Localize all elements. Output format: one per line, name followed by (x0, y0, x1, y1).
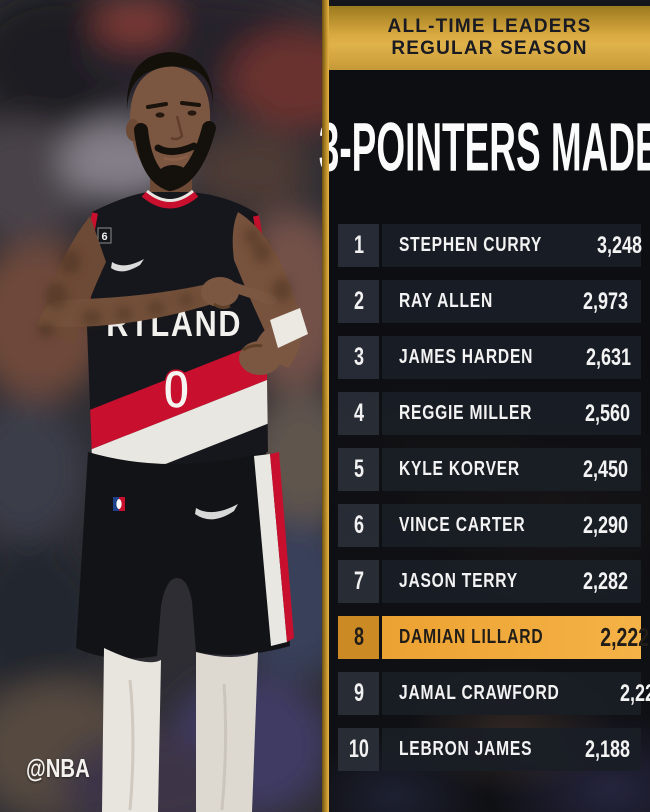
player-cell: REGGIE MILLER 2,560 (382, 392, 641, 435)
jersey-patch (97, 227, 112, 244)
player-cell: DAMIAN LILLARD 2,222 (382, 616, 649, 659)
player-cell: JAMES HARDEN 2,631 (382, 336, 641, 379)
player-value: 2,222 (600, 622, 650, 652)
leaderboard-panel: ALL-TIME LEADERS REGULAR SEASON 3-POINTE… (319, 0, 650, 812)
svg-text:0: 0 (163, 359, 190, 420)
stat-title: 3-POINTERS MADE (319, 70, 650, 222)
player-value: 2,221 (619, 679, 650, 707)
player-value: 2,188 (584, 735, 630, 763)
rank-number: 1 (353, 231, 364, 259)
rank-cell: 8 (338, 616, 379, 659)
rank-cell: 3 (338, 336, 379, 379)
gold-accent-strip (322, 0, 329, 812)
pointing-finger (225, 281, 277, 305)
player-name: REGGIE MILLER (399, 402, 533, 424)
header-line-2: REGULAR SEASON (391, 38, 588, 59)
player-value: 2,560 (584, 399, 630, 427)
player-cell: JAMAL CRAWFORD 2,221 (382, 672, 650, 715)
leaderboard-row: 2 RAY ALLEN 2,973 (338, 280, 641, 323)
nba-watermark: @NBA (26, 753, 90, 783)
player-head (126, 52, 216, 192)
player-cell: VINCE CARTER 2,290 (382, 504, 641, 547)
leaderboard-row: 4 REGGIE MILLER 2,560 (338, 392, 641, 435)
jersey-number: 0 (162, 358, 191, 420)
player-cell: RAY ALLEN 2,973 (382, 280, 641, 323)
player-name: JASON TERRY (399, 570, 518, 592)
stat-title-text: 3-POINTERS MADE (319, 107, 650, 185)
leaderboard-list: 1 STEPHEN CURRY 3,248 2 RAY ALLEN 2,973 3 … (329, 222, 650, 771)
player-value: 2,450 (582, 455, 628, 483)
jersey-sash (86, 338, 268, 468)
player-value: 2,282 (582, 567, 628, 595)
player-name: JAMAL CRAWFORD (399, 682, 560, 704)
header-line-1: ALL-TIME LEADERS (387, 15, 592, 37)
leaderboard-row: 3 JAMES HARDEN 2,631 (338, 336, 641, 379)
player-name: STEPHEN CURRY (399, 234, 543, 256)
rank-number: 6 (353, 511, 364, 539)
player-name: JAMES HARDEN (399, 346, 534, 368)
rank-cell: 9 (338, 672, 379, 715)
leaderboard-row: 10 LEBRON JAMES 2,188 (338, 728, 641, 771)
rank-number: 8 (353, 623, 364, 651)
player-value: 2,290 (582, 511, 628, 539)
tattoos (37, 227, 292, 338)
shorts (76, 452, 290, 659)
rank-number: 7 (353, 567, 364, 595)
nike-swoosh-icon (111, 259, 144, 272)
rank-cell: 6 (338, 504, 379, 547)
rank-number: 9 (353, 679, 364, 707)
rank-number: 5 (353, 455, 364, 483)
jersey-patch-number: 6 (101, 231, 107, 243)
player-cell: LEBRON JAMES 2,188 (382, 728, 641, 771)
player-name: RAY ALLEN (399, 290, 494, 312)
player-name: VINCE CARTER (399, 514, 526, 536)
rank-cell: 2 (338, 280, 379, 323)
rank-number: 10 (348, 735, 369, 763)
nba-logo-icon (113, 497, 125, 511)
rank-cell: 4 (338, 392, 379, 435)
rank-cell: 5 (338, 448, 379, 491)
leaderboard-row: 5 KYLE KORVER 2,450 (338, 448, 641, 491)
player-value: 3,248 (597, 231, 643, 259)
leaderboard-row: 7 JASON TERRY 2,282 (338, 560, 641, 603)
panel-header: ALL-TIME LEADERS REGULAR SEASON (329, 6, 650, 70)
rank-number: 3 (353, 343, 364, 371)
leaderboard-row: 9 JAMAL CRAWFORD 2,221 (338, 672, 650, 715)
shorts-swoosh-icon (195, 504, 238, 520)
rank-cell: 10 (338, 728, 379, 771)
player-cell: STEPHEN CURRY 3,248 (382, 224, 643, 267)
player-cell: JASON TERRY 2,282 (382, 560, 641, 603)
player-name: LEBRON JAMES (399, 738, 533, 760)
player-photo-illustration: 6 RTLAND 0 (0, 0, 322, 812)
leaderboard-row-highlighted: 8 DAMIAN LILLARD 2,222 (338, 616, 649, 659)
player-value: 2,973 (582, 287, 628, 315)
rank-cell: 1 (338, 224, 379, 267)
player-figure: 6 RTLAND 0 (37, 52, 308, 812)
rank-cell: 7 (338, 560, 379, 603)
player-value: 2,631 (586, 343, 632, 371)
player-photo: 6 RTLAND 0 (0, 0, 322, 812)
player-name: KYLE KORVER (399, 458, 520, 480)
leaderboard-row: 6 VINCE CARTER 2,290 (338, 504, 641, 547)
player-name: DAMIAN LILLARD (399, 626, 544, 648)
leaderboard-row: 1 STEPHEN CURRY 3,248 (338, 224, 643, 267)
rank-number: 4 (353, 399, 364, 427)
wristband (270, 308, 308, 348)
player-cell: KYLE KORVER 2,450 (382, 448, 641, 491)
rank-number: 2 (353, 287, 364, 315)
